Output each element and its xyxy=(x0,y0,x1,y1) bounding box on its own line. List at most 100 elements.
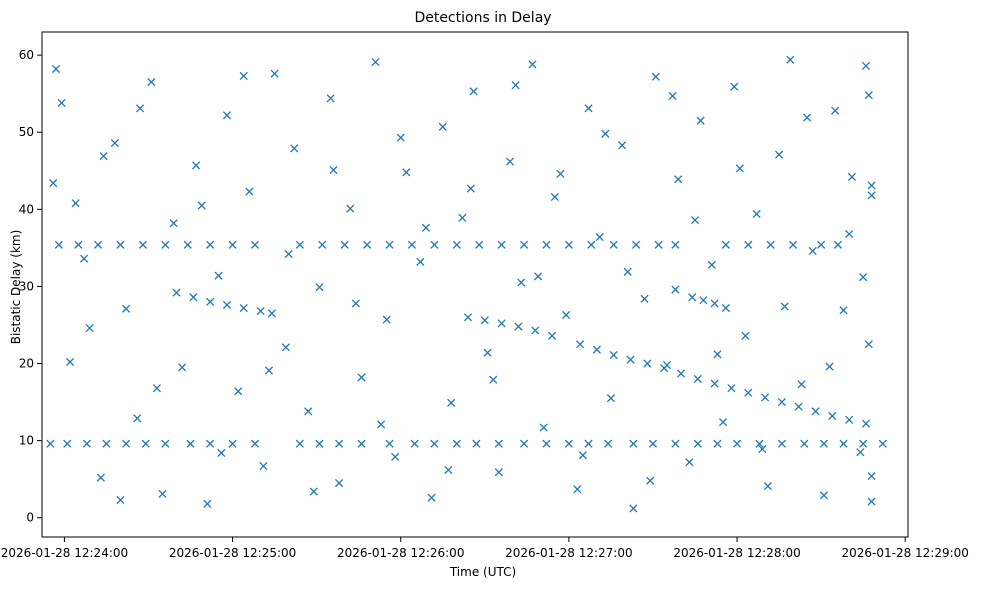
x-axis: 2026-01-28 12:24:00 2026-01-28 12:25:00 20… xyxy=(1,537,969,560)
data-point xyxy=(250,439,260,448)
data-point xyxy=(222,300,232,309)
data-point xyxy=(741,331,750,340)
data-point xyxy=(475,240,484,249)
plot-frame xyxy=(41,31,909,538)
data-point xyxy=(626,355,635,364)
data-point xyxy=(584,104,593,113)
data-point xyxy=(763,482,772,491)
data-point xyxy=(427,493,436,502)
data-point xyxy=(707,260,716,269)
data-point xyxy=(138,240,147,249)
data-point xyxy=(676,369,686,378)
data-point xyxy=(578,451,587,460)
data-point xyxy=(203,499,212,508)
y-tick-label: 20 xyxy=(19,357,34,371)
data-point xyxy=(122,439,131,448)
data-point xyxy=(718,418,728,427)
data-point xyxy=(732,439,742,448)
data-point xyxy=(531,326,540,335)
data-point xyxy=(533,272,543,281)
data-point xyxy=(158,489,167,498)
data-point xyxy=(654,240,663,249)
data-point xyxy=(629,439,638,448)
data-point xyxy=(49,179,58,188)
data-point xyxy=(671,240,680,249)
data-point xyxy=(183,240,192,249)
data-point xyxy=(864,340,873,349)
data-point xyxy=(808,246,817,256)
data-point xyxy=(161,439,170,448)
data-point xyxy=(845,415,854,424)
data-point xyxy=(609,240,618,249)
data-point xyxy=(699,296,708,305)
data-point xyxy=(688,293,697,302)
data-point xyxy=(744,388,753,397)
data-point xyxy=(755,439,764,448)
data-point xyxy=(85,324,94,333)
y-tick-label: 0 xyxy=(26,511,34,525)
data-point xyxy=(825,362,834,371)
data-point xyxy=(640,294,649,303)
data-point xyxy=(604,439,613,448)
data-point xyxy=(133,414,142,423)
data-point xyxy=(295,439,304,448)
data-point xyxy=(329,165,338,175)
x-tick-label: 2026-01-28 12:25:00 xyxy=(169,546,296,560)
data-point xyxy=(592,345,601,354)
data-point xyxy=(710,379,719,388)
data-point xyxy=(315,439,324,448)
data-point xyxy=(284,249,293,259)
data-point xyxy=(335,478,344,488)
data-point xyxy=(859,439,868,448)
data-point xyxy=(744,240,753,249)
data-point xyxy=(528,60,537,69)
data-point xyxy=(775,150,784,159)
data-point xyxy=(186,439,195,448)
y-tick-label: 10 xyxy=(19,434,34,448)
data-point xyxy=(519,240,529,249)
data-point xyxy=(564,240,573,249)
data-point xyxy=(363,240,372,249)
x-tick-label: 2026-01-28 12:28:00 xyxy=(673,546,800,560)
data-point xyxy=(489,375,498,384)
data-point xyxy=(222,111,232,120)
data-point xyxy=(228,439,237,448)
data-point xyxy=(693,439,702,448)
data-point xyxy=(385,439,394,448)
data-point xyxy=(548,331,557,340)
y-tick-label: 60 xyxy=(19,48,34,62)
data-point xyxy=(189,293,198,302)
data-point xyxy=(357,373,366,382)
data-point xyxy=(371,58,380,67)
data-point xyxy=(845,229,854,239)
data-point xyxy=(421,223,431,232)
data-point xyxy=(651,72,660,81)
data-point xyxy=(82,439,91,448)
data-point xyxy=(239,303,248,313)
data-point xyxy=(752,209,761,219)
data-point xyxy=(819,439,828,448)
data-point xyxy=(51,64,61,74)
data-point xyxy=(74,240,83,249)
data-point xyxy=(609,350,618,360)
data-point xyxy=(777,439,786,448)
data-point xyxy=(721,303,730,313)
data-point xyxy=(54,240,63,249)
data-point xyxy=(550,192,559,202)
data-point xyxy=(761,393,770,402)
data-point xyxy=(46,439,55,448)
data-point xyxy=(867,191,876,200)
data-point xyxy=(766,240,775,249)
data-point xyxy=(315,283,324,292)
data-point xyxy=(643,359,652,368)
data-point xyxy=(93,240,103,249)
data-point xyxy=(494,439,503,448)
data-point xyxy=(668,91,677,101)
data-point xyxy=(309,487,318,496)
data-point xyxy=(735,164,744,173)
data-point xyxy=(878,439,887,448)
data-point xyxy=(606,394,615,403)
data-point xyxy=(674,175,683,184)
data-point xyxy=(245,187,254,196)
data-point xyxy=(811,407,820,416)
